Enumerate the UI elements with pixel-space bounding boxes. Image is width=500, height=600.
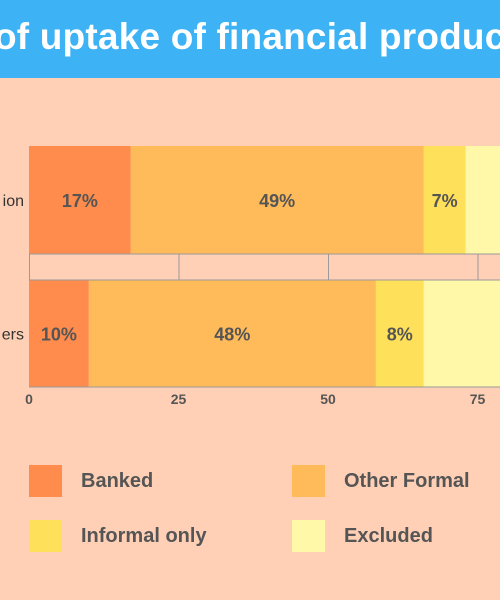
data-label: 49%	[259, 191, 295, 211]
bar-banked-1	[29, 280, 89, 387]
data-label: 17%	[62, 191, 98, 211]
data-label: 7%	[432, 191, 458, 211]
data-label: 10%	[41, 325, 77, 345]
title-bar: of uptake of financial produc	[0, 0, 500, 78]
x-tick-label: 0	[25, 391, 33, 407]
x-tick-label: 25	[171, 391, 187, 407]
chart-title: of uptake of financial produc	[0, 16, 500, 57]
x-tick-label: 75	[470, 391, 486, 407]
legend-swatch-excluded	[292, 520, 325, 552]
bar-informal-only-1	[375, 280, 424, 387]
bar-informal-only-0	[423, 146, 466, 254]
x-tick-label: 50	[320, 391, 336, 407]
legend-label-banked: Banked	[81, 470, 154, 492]
bar-excluded-1	[423, 280, 500, 387]
legend-label-excluded: Excluded	[344, 525, 433, 547]
bar-excluded-0	[465, 146, 500, 254]
category-label: ers	[2, 327, 24, 344]
bar-other-formal-0	[130, 146, 424, 254]
category-label: ion	[3, 193, 24, 210]
legend-swatch-other-formal	[292, 465, 325, 497]
legend-swatch-informal-only	[29, 520, 62, 552]
bar-banked-0	[29, 146, 131, 254]
legend-swatch-banked	[29, 465, 62, 497]
legend-label-informal-only: Informal only	[81, 525, 207, 547]
data-label: 8%	[387, 325, 413, 345]
bar-other-formal-1	[88, 280, 376, 387]
legend-label-other-formal: Other Formal	[344, 470, 470, 492]
data-label: 48%	[214, 325, 250, 345]
